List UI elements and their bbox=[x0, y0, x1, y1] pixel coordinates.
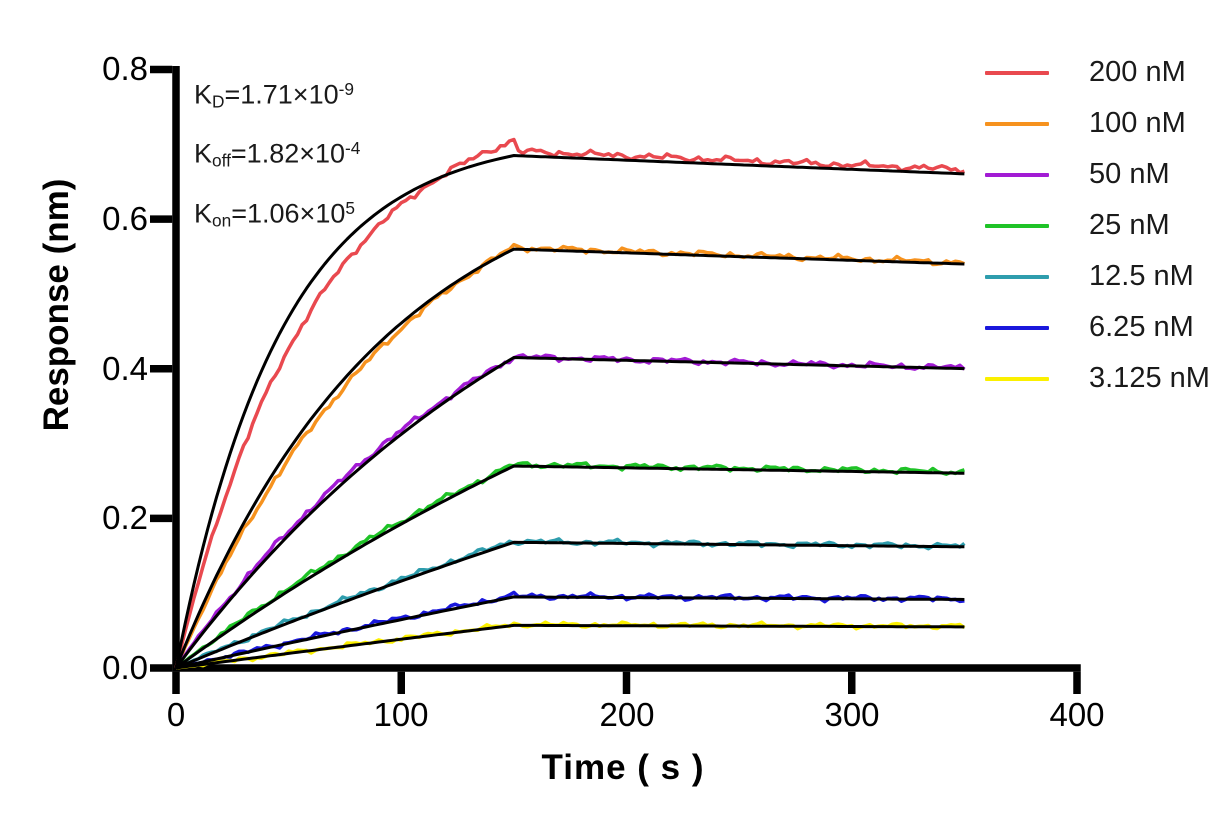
y-tick-label-0.6: 0.6 bbox=[102, 200, 148, 237]
legend-item-200nm: 200 nM bbox=[985, 47, 1210, 98]
kon-value: Kon=1.06×105 bbox=[194, 197, 355, 231]
y-tick-label-0.4: 0.4 bbox=[102, 350, 148, 387]
x-tick-label-200: 200 bbox=[599, 696, 655, 733]
y-tick-label-0.8: 0.8 bbox=[102, 50, 148, 87]
x-tick-label-100: 100 bbox=[373, 696, 429, 733]
legend-swatch-100nm bbox=[985, 121, 1049, 126]
legend-swatch-200nm bbox=[985, 70, 1049, 75]
x-tick-label-400: 400 bbox=[1049, 696, 1105, 733]
x-axis-title: Time ( s ) bbox=[541, 748, 705, 787]
legend-label-100nm: 100 nM bbox=[1089, 107, 1186, 139]
legend-item-6.25nm: 6.25 nM bbox=[985, 302, 1210, 353]
koff-value: Koff=1.82×10-4 bbox=[194, 138, 361, 171]
y-tick-label-0.2: 0.2 bbox=[102, 499, 148, 536]
legend-item-50nm: 50 nM bbox=[985, 149, 1210, 200]
legend-swatch-50nm bbox=[985, 172, 1049, 177]
legend-swatch-25nm bbox=[985, 223, 1049, 228]
legend-label-200nm: 200 nM bbox=[1089, 56, 1186, 88]
x-tick-label-300: 300 bbox=[824, 696, 880, 733]
legend-swatch-12.5nm bbox=[985, 274, 1049, 279]
y-axis-title: Response (nm) bbox=[37, 178, 76, 432]
legend-label-50nm: 50 nM bbox=[1089, 158, 1170, 190]
legend-label-3.125nm: 3.125 nM bbox=[1089, 362, 1210, 394]
kinetics-annotation: KD=1.71×10-9 Koff=1.82×10-4 Kon=1.06×105 bbox=[194, 66, 360, 244]
legend-swatch-3.125nm bbox=[985, 376, 1049, 381]
kd-value: KD=1.71×10-9 bbox=[194, 79, 354, 112]
legend-item-12.5nm: 12.5 nM bbox=[985, 251, 1210, 302]
legend-label-6.25nm: 6.25 nM bbox=[1089, 311, 1194, 343]
y-tick-label-0.0: 0.0 bbox=[102, 649, 148, 686]
legend-swatch-6.25nm bbox=[985, 325, 1049, 330]
legend-item-25nm: 25 nM bbox=[985, 200, 1210, 251]
legend-item-100nm: 100 nM bbox=[985, 98, 1210, 149]
x-tick-label-0: 0 bbox=[166, 696, 186, 733]
legend-item-3.125nm: 3.125 nM bbox=[985, 353, 1210, 404]
legend: 200 nM 100 nM 50 nM 25 nM 12.5 nM 6.25 n… bbox=[985, 47, 1210, 404]
legend-label-25nm: 25 nM bbox=[1089, 209, 1170, 241]
legend-label-12.5nm: 12.5 nM bbox=[1089, 260, 1194, 292]
